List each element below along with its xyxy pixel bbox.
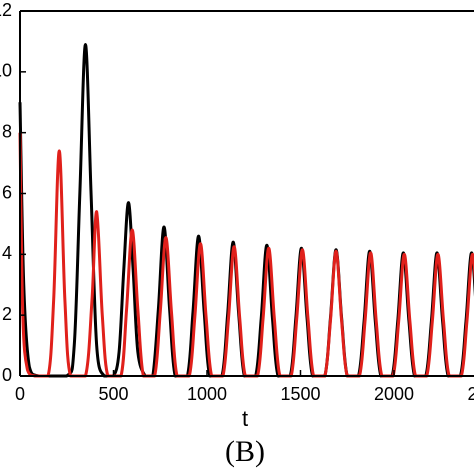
x-tick-label: 0 [15,384,25,404]
x-tick-label: 2500 [467,384,474,404]
y-tick-label: 10 [0,61,12,81]
x-tick-label: 1500 [280,384,320,404]
line-series [18,42,474,378]
line-series [18,132,474,378]
caption: (B) [225,435,265,468]
y-tick-label: 2 [2,304,12,324]
y-tick-label: 6 [2,182,12,202]
x-tick-label: 500 [98,384,128,404]
x-axis-label: t [242,406,248,431]
y-tick-label: 8 [2,121,12,141]
x-tick-label: 1000 [187,384,227,404]
y-tick-label: 0 [2,365,12,385]
y-tick-label: 12 [0,0,12,20]
y-tick-label: 4 [2,243,12,263]
x-tick-label: 2000 [374,384,414,404]
